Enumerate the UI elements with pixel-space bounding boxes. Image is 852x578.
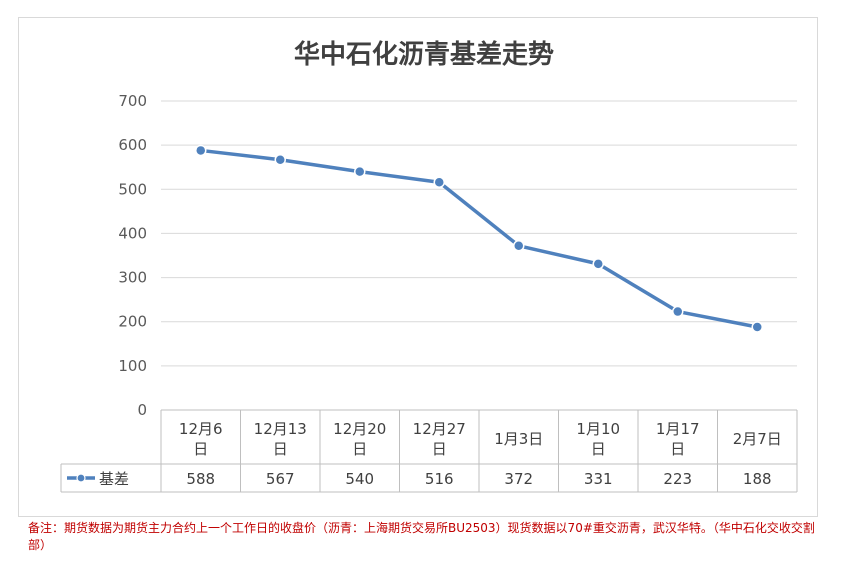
data-point (274, 153, 286, 166)
data-point (195, 144, 207, 157)
series-line-layer (195, 144, 763, 333)
x-category-label: 1月10 日 (576, 420, 620, 458)
y-axis-ticks: 0 100 200 300 400 500 600 700 (118, 92, 147, 419)
footnote: 备注：期货数据为期货主力合约上一个工作日的收盘价（沥青：上海期货交易所BU250… (28, 521, 815, 552)
data-point (354, 165, 366, 178)
series-line (199, 148, 759, 329)
x-category-label: 12月13 日 (254, 420, 307, 458)
y-tick-label: 400 (118, 224, 147, 242)
y-tick-label: 0 (137, 401, 147, 419)
x-category-label: 1月17 日 (656, 420, 700, 458)
x-category-label: 12月6 日 (179, 420, 223, 458)
y-tick-label: 200 (118, 313, 147, 331)
data-point (433, 176, 445, 188)
chart-frame: 华中石化沥青基差走势 0 100 200 300 400 500 600 700 12月6 日 1… (18, 17, 818, 517)
data-point (513, 240, 525, 252)
x-category-label: 2月7日 (733, 430, 782, 448)
data-point (751, 321, 763, 333)
legend-label: 基差 (99, 470, 129, 488)
y-tick-label: 500 (118, 180, 147, 198)
table-value-cell: 588 (186, 470, 215, 488)
y-tick-label: 600 (118, 136, 147, 154)
table-value-cell: 372 (504, 470, 533, 488)
table-value-cell: 567 (266, 470, 295, 488)
y-tick-label: 100 (118, 357, 147, 375)
table-value-cell: 516 (425, 470, 454, 488)
x-category-label: 12月20 日 (333, 420, 386, 458)
data-point (592, 258, 604, 270)
grid-lines (161, 100, 797, 367)
chart-title: 华中石化沥青基差走势 (294, 39, 554, 70)
y-tick-label: 300 (118, 269, 147, 287)
legend-marker (76, 473, 86, 483)
x-category-label: 1月3日 (494, 430, 543, 448)
y-tick-label: 700 (118, 92, 147, 110)
table-value-cell: 540 (345, 470, 374, 488)
x-category-label: 12月27 日 (413, 420, 466, 458)
data-point (672, 305, 684, 318)
table-value-cell: 331 (584, 470, 613, 488)
data-table: 12月6 日 12月13 日 12月20 日 12月27 日 1月3日 1月10 日 1月17 日 2月7… (60, 409, 798, 493)
table-value-cell: 188 (743, 470, 772, 488)
table-value-cell: 223 (663, 470, 692, 488)
